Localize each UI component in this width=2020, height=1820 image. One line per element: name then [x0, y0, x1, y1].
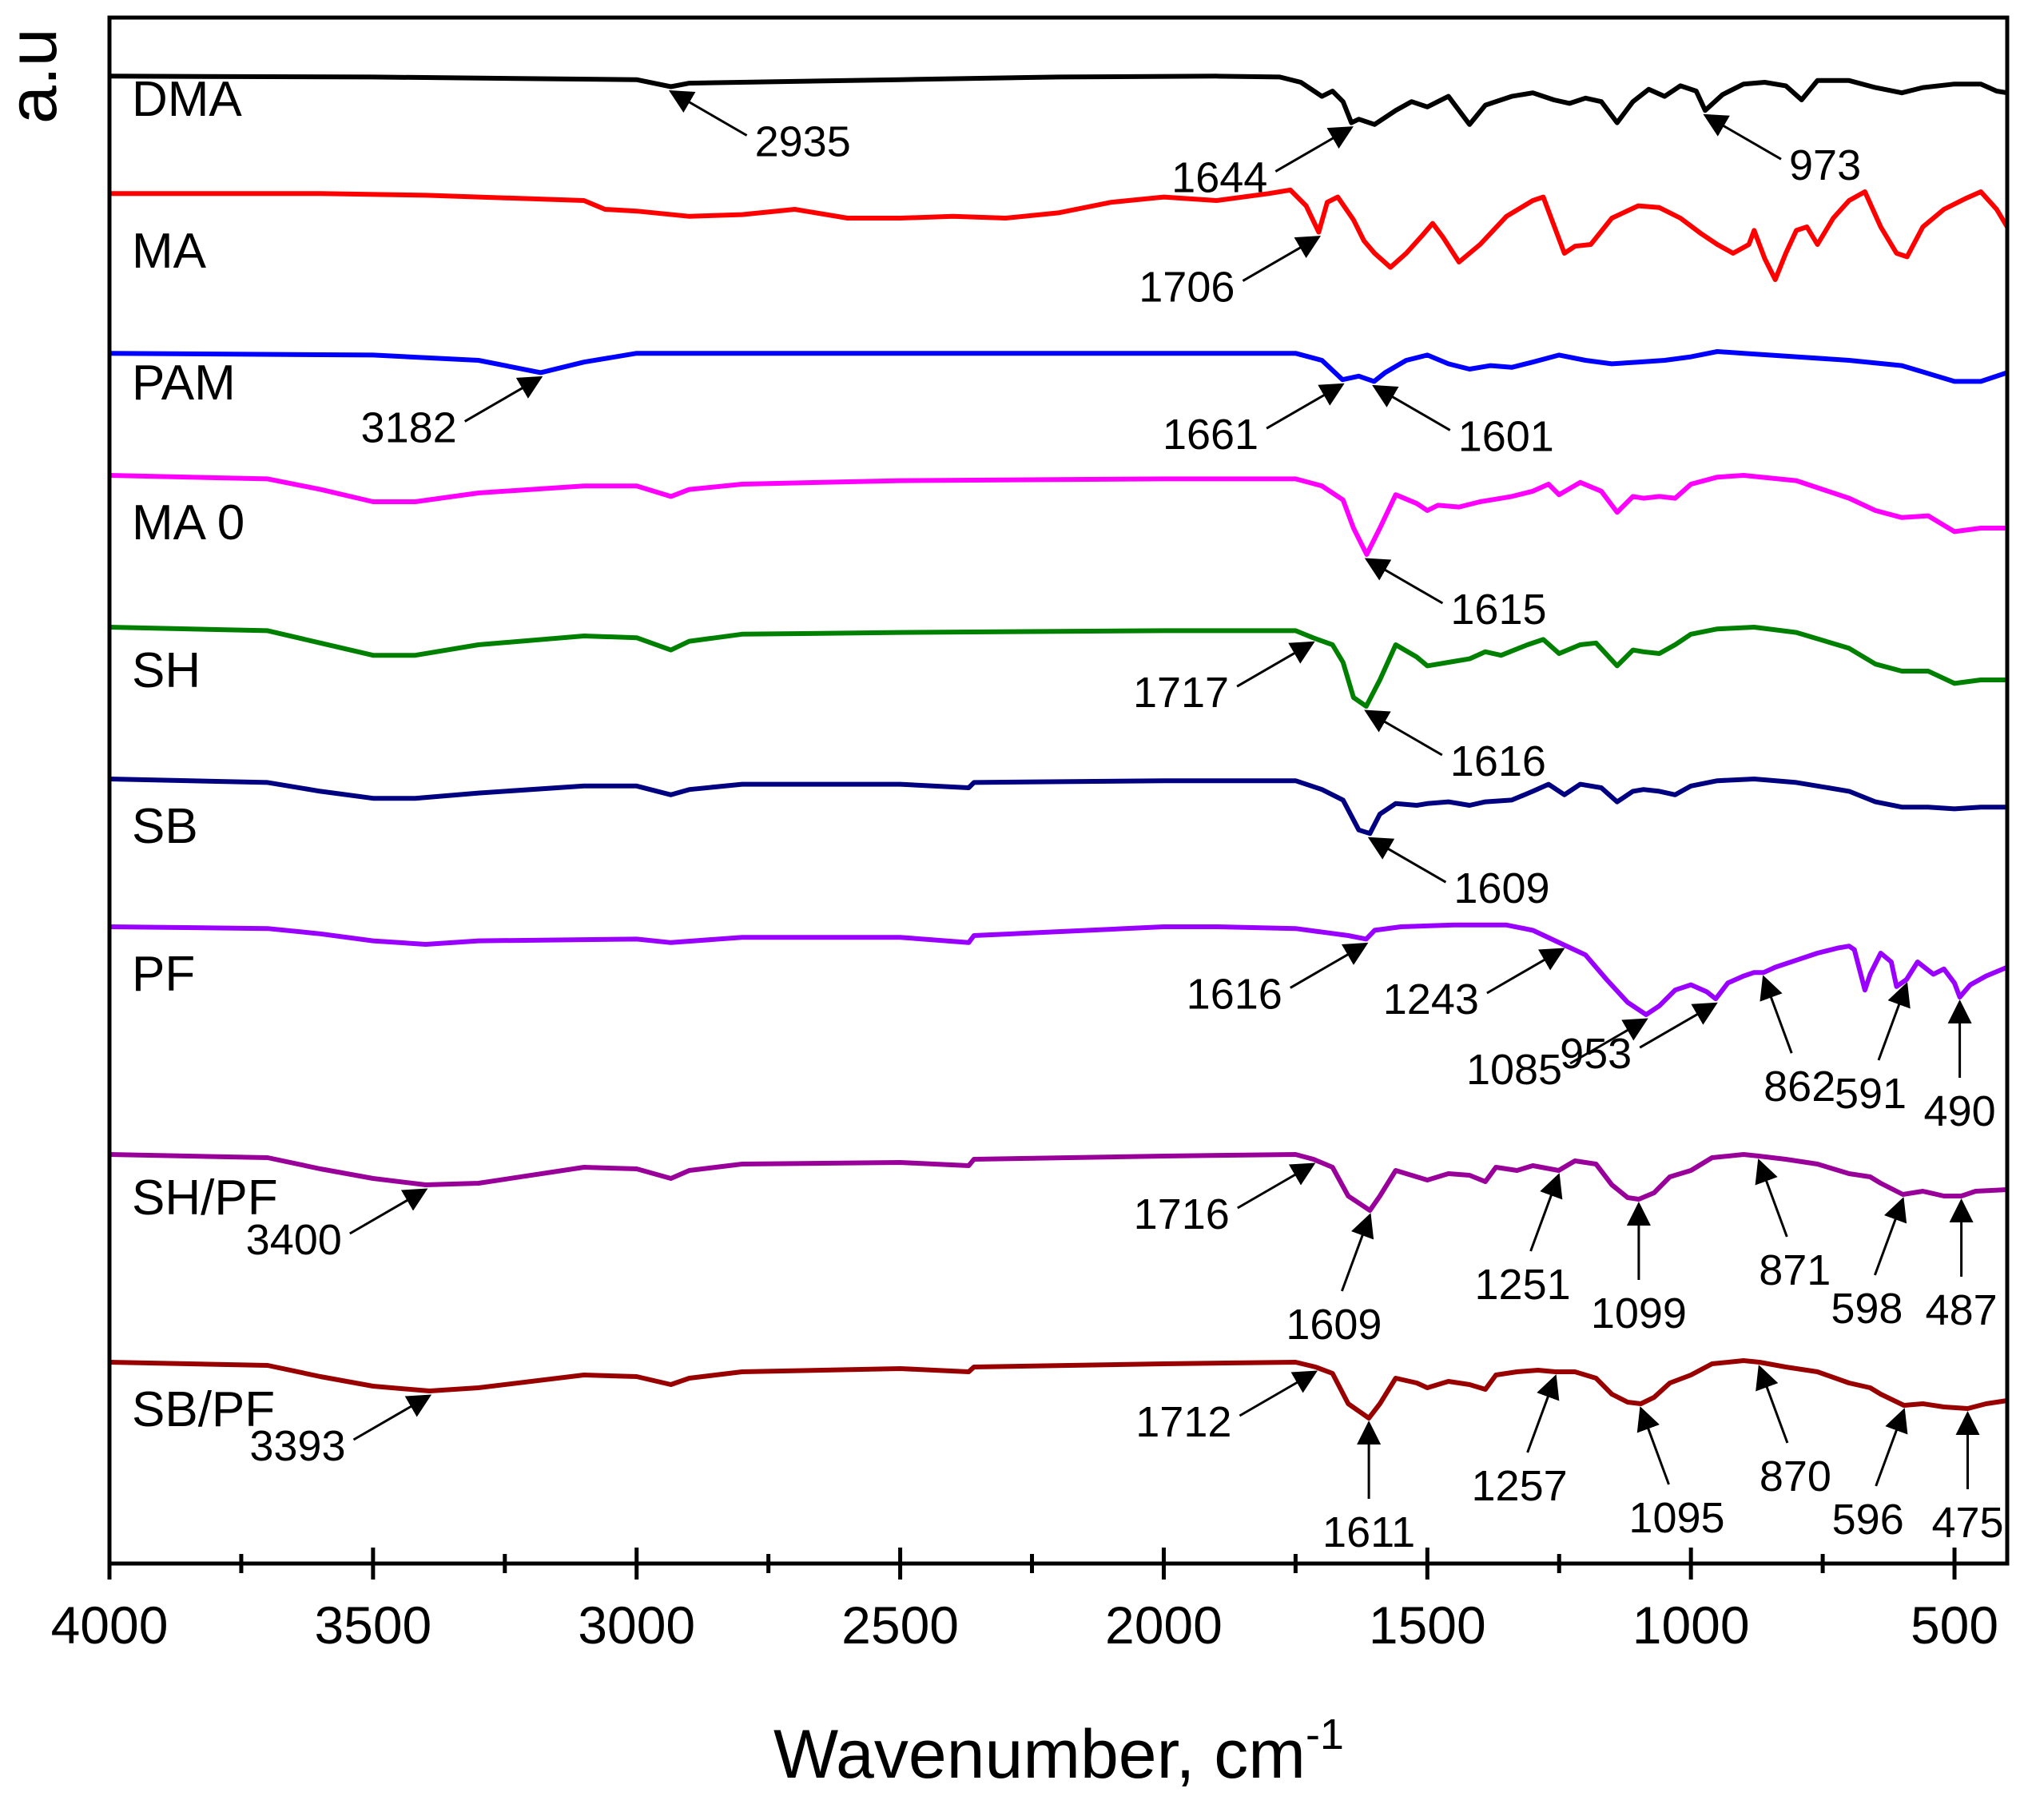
series-label-sb-pf: SB/PF: [132, 1382, 275, 1437]
x-tick-label: 4000: [51, 1595, 169, 1655]
x-axis-title: Wavenumber, cm-1: [773, 1711, 1344, 1793]
peak-arrow: [1526, 1374, 1560, 1453]
peak-label: 490: [1924, 1087, 1996, 1135]
series-line-ma-0: [109, 473, 2007, 557]
series-label-pf: PF: [132, 947, 195, 1002]
y-axis-title: a.u: [0, 28, 71, 124]
peak-label: 1601: [1458, 412, 1554, 460]
series-line-dma: [109, 74, 2008, 127]
peak-label: 475: [1931, 1499, 2003, 1547]
peak-arrow: [1639, 1002, 1718, 1049]
peak-label: 1616: [1187, 970, 1282, 1018]
peak-arrow: [1236, 641, 1315, 688]
peak-label: 1609: [1286, 1301, 1382, 1349]
peak-label: 596: [1832, 1496, 1904, 1544]
peak-arrow: [1239, 1370, 1318, 1417]
x-tick-label: 2000: [1105, 1595, 1223, 1655]
peak-label: 598: [1831, 1285, 1903, 1333]
peak-label: 1609: [1453, 864, 1549, 912]
peak-label: 1661: [1163, 411, 1259, 459]
traces-layer: [109, 74, 2010, 1421]
peak-arrow: [1873, 1197, 1907, 1276]
peak-arrow: [1372, 384, 1451, 431]
peak-label: 1243: [1383, 976, 1479, 1023]
peak-arrow: [349, 1188, 428, 1235]
peak-arrow: [463, 376, 543, 423]
peak-label: 1644: [1171, 154, 1267, 202]
peak-arrow: [1290, 942, 1369, 989]
peak-arrow: [1237, 1162, 1316, 1210]
peak-arrow: [1755, 1158, 1788, 1238]
x-axis-title-superscript: -1: [1306, 1711, 1344, 1758]
peak-arrow: [1364, 709, 1443, 757]
peak-label: 1616: [1450, 737, 1546, 785]
x-axis-ticks: 4000 3500 3000 2500 2000 1500 1000 500: [51, 1548, 1998, 1655]
series-line-sh: [109, 625, 2007, 709]
peak-arrow: [1760, 975, 1793, 1054]
peak-label: 2935: [755, 118, 851, 166]
peak-arrow: [1266, 383, 1345, 430]
peak-arrow: [1703, 113, 1782, 161]
peak-label: 1716: [1134, 1190, 1230, 1238]
peak-label: 1706: [1139, 264, 1235, 312]
series-line-sb: [109, 777, 2007, 836]
series-label-ma: MA: [132, 224, 207, 279]
peak-arrow: [1875, 1408, 1908, 1487]
peak-arrow: [1364, 558, 1444, 605]
peak-label: 871: [1759, 1246, 1831, 1294]
series-label-dma: DMA: [132, 72, 242, 127]
peak-label: 3182: [361, 403, 457, 451]
peak-arrow: [1242, 236, 1321, 282]
annotations-layer: 2935 1644 973 1706 3182 1661 1601 1615 1717 1616 1…: [246, 89, 2004, 1556]
peak-label: 1257: [1472, 1462, 1568, 1510]
x-tick-label: 1000: [1632, 1595, 1750, 1655]
peak-label: 1611: [1322, 1508, 1415, 1556]
peak-arrow: [1529, 1173, 1563, 1252]
peak-label: 1099: [1591, 1289, 1687, 1337]
series-label-sh: SH: [132, 643, 201, 698]
series-line-sh-pf: [109, 1152, 2008, 1213]
series-label-pam: PAM: [132, 356, 236, 411]
peak-label: 3393: [249, 1422, 345, 1470]
series-line-ma: [109, 187, 2010, 282]
peak-label: 1712: [1135, 1398, 1231, 1446]
series-line-pf: [109, 922, 2009, 1017]
peak-arrow: [1569, 1018, 1648, 1065]
peak-arrow: [1367, 836, 1447, 884]
peak-label: 591: [1835, 1070, 1907, 1118]
peak-arrow: [352, 1394, 432, 1441]
peak-arrow: [1877, 982, 1911, 1061]
peak-arrow: [1274, 126, 1354, 173]
series-line-pam: [109, 349, 2008, 384]
peak-label: 1717: [1133, 669, 1229, 717]
x-tick-label: 1500: [1369, 1595, 1486, 1655]
peak-arrow: [1636, 1406, 1670, 1485]
series-line-sb-pf: [109, 1358, 2008, 1421]
peak-label: 953: [1560, 1030, 1632, 1078]
peak-arrow: [669, 89, 748, 137]
x-tick-label: 2500: [841, 1595, 959, 1655]
peak-label: 487: [1926, 1286, 1998, 1334]
x-tick-label: 3500: [314, 1595, 431, 1655]
peak-label: 870: [1760, 1452, 1831, 1500]
x-axis-title-text: Wavenumber, cm: [773, 1716, 1306, 1793]
peak-label: 1251: [1475, 1261, 1571, 1309]
peak-arrow: [1486, 948, 1565, 995]
peak-label: 3400: [246, 1216, 342, 1264]
peak-label: 1085: [1466, 1046, 1562, 1094]
series-labels-layer: DMA MA PAM MA 0 SH SB PF SH/PF SB/PF: [132, 72, 278, 1437]
x-tick-label: 3000: [578, 1595, 695, 1655]
series-label-sb: SB: [132, 799, 198, 854]
peak-label: 1095: [1628, 1494, 1724, 1542]
series-label-sh-pf: SH/PF: [132, 1170, 278, 1226]
peak-label: 862: [1764, 1063, 1835, 1111]
peak-label: 973: [1789, 141, 1861, 189]
peak-arrow: [1340, 1213, 1374, 1292]
series-label-ma-0: MA 0: [132, 495, 245, 550]
plot-frame: [107, 15, 2010, 1566]
peak-arrow: [1756, 1365, 1789, 1444]
peak-label: 1615: [1450, 586, 1546, 634]
x-tick-label: 500: [1911, 1595, 1998, 1655]
